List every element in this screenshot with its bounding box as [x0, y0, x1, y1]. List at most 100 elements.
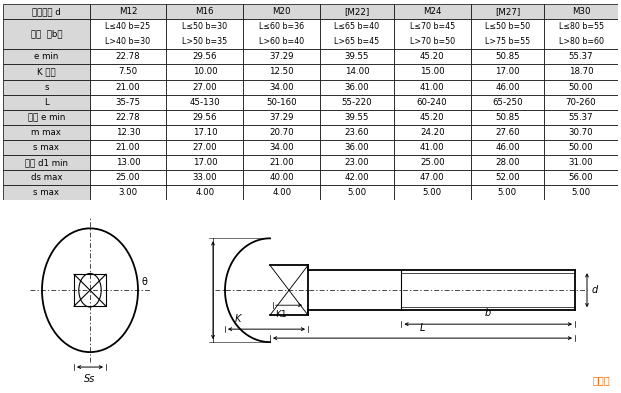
- Text: ds max: ds max: [30, 173, 62, 182]
- Bar: [471, 4, 544, 19]
- Text: 37.29: 37.29: [270, 113, 294, 122]
- Bar: [320, 155, 394, 170]
- Bar: [394, 140, 471, 155]
- Text: 30.70: 30.70: [569, 128, 594, 137]
- Bar: [394, 19, 471, 49]
- Bar: [3, 185, 89, 200]
- Bar: [166, 155, 243, 170]
- Bar: [74, 274, 106, 306]
- Text: 56.00: 56.00: [569, 173, 594, 182]
- Text: 46.00: 46.00: [495, 143, 520, 152]
- Bar: [89, 4, 166, 19]
- Text: L≤50 b=30: L≤50 b=30: [183, 22, 227, 31]
- Text: 5.00: 5.00: [498, 188, 517, 197]
- Text: 繁荣网: 繁荣网: [592, 375, 610, 385]
- Text: 55.37: 55.37: [569, 113, 594, 122]
- Bar: [320, 64, 394, 79]
- Bar: [89, 140, 166, 155]
- Bar: [89, 95, 166, 110]
- Text: M30: M30: [572, 7, 591, 16]
- Text: 41.00: 41.00: [420, 143, 445, 152]
- Text: 39.55: 39.55: [345, 52, 369, 61]
- Bar: [394, 170, 471, 185]
- Text: d: d: [592, 285, 598, 295]
- Text: 60-240: 60-240: [417, 98, 448, 107]
- Text: 50.85: 50.85: [495, 113, 520, 122]
- Bar: [544, 125, 618, 140]
- Bar: [89, 155, 166, 170]
- Bar: [471, 155, 544, 170]
- Bar: [166, 95, 243, 110]
- Bar: [471, 95, 544, 110]
- Bar: [544, 140, 618, 155]
- Text: 23.60: 23.60: [345, 128, 369, 137]
- Bar: [166, 110, 243, 125]
- Text: s max: s max: [34, 188, 60, 197]
- Text: 41.00: 41.00: [420, 83, 445, 92]
- Text: 20.70: 20.70: [270, 128, 294, 137]
- Text: L>80 b=60: L>80 b=60: [558, 37, 604, 46]
- Text: 29.56: 29.56: [193, 113, 217, 122]
- Bar: [243, 79, 320, 95]
- Bar: [3, 170, 89, 185]
- Bar: [320, 49, 394, 64]
- Text: L≤60 b=36: L≤60 b=36: [259, 22, 304, 31]
- Text: e min: e min: [34, 52, 58, 61]
- Text: 7.50: 7.50: [119, 68, 137, 77]
- Bar: [3, 79, 89, 95]
- Bar: [471, 170, 544, 185]
- Bar: [243, 110, 320, 125]
- Bar: [394, 110, 471, 125]
- Text: m max: m max: [32, 128, 61, 137]
- Bar: [544, 4, 618, 19]
- Text: 23.00: 23.00: [345, 158, 369, 167]
- Bar: [320, 95, 394, 110]
- Text: θ: θ: [141, 277, 147, 287]
- Text: 17.10: 17.10: [193, 128, 217, 137]
- Text: 40.00: 40.00: [270, 173, 294, 182]
- Bar: [394, 125, 471, 140]
- Text: 5.00: 5.00: [423, 188, 442, 197]
- Text: 28.00: 28.00: [495, 158, 520, 167]
- Bar: [394, 185, 471, 200]
- Bar: [320, 125, 394, 140]
- Text: L>40 b=30: L>40 b=30: [106, 37, 150, 46]
- Text: 36.00: 36.00: [345, 143, 369, 152]
- Bar: [544, 170, 618, 185]
- Bar: [243, 185, 320, 200]
- Text: 50.00: 50.00: [569, 143, 594, 152]
- Bar: [544, 110, 618, 125]
- Text: 37.29: 37.29: [270, 52, 294, 61]
- Text: 45-130: 45-130: [189, 98, 220, 107]
- Bar: [394, 4, 471, 19]
- Bar: [394, 95, 471, 110]
- Bar: [243, 170, 320, 185]
- Bar: [3, 19, 89, 49]
- Text: M20: M20: [273, 7, 291, 16]
- Text: b: b: [485, 308, 491, 318]
- Text: 34.00: 34.00: [270, 143, 294, 152]
- Bar: [394, 49, 471, 64]
- Text: L>75 b=55: L>75 b=55: [485, 37, 530, 46]
- Bar: [3, 110, 89, 125]
- Bar: [166, 64, 243, 79]
- Bar: [320, 4, 394, 19]
- Bar: [166, 125, 243, 140]
- Text: 36.00: 36.00: [345, 83, 369, 92]
- Text: 22.78: 22.78: [116, 113, 140, 122]
- Text: 螺每 e min: 螺每 e min: [28, 113, 65, 122]
- Text: L≤80 b=55: L≤80 b=55: [558, 22, 604, 31]
- Text: L≤50 b=50: L≤50 b=50: [485, 22, 530, 31]
- Text: 42.00: 42.00: [345, 173, 369, 182]
- Bar: [89, 170, 166, 185]
- Bar: [471, 49, 544, 64]
- Text: M24: M24: [423, 7, 442, 16]
- Bar: [243, 155, 320, 170]
- Text: 47.00: 47.00: [420, 173, 445, 182]
- Text: L>50 b=35: L>50 b=35: [183, 37, 227, 46]
- Text: 17.00: 17.00: [495, 68, 520, 77]
- Bar: [320, 19, 394, 49]
- Text: 21.00: 21.00: [116, 143, 140, 152]
- Bar: [166, 79, 243, 95]
- Bar: [471, 64, 544, 79]
